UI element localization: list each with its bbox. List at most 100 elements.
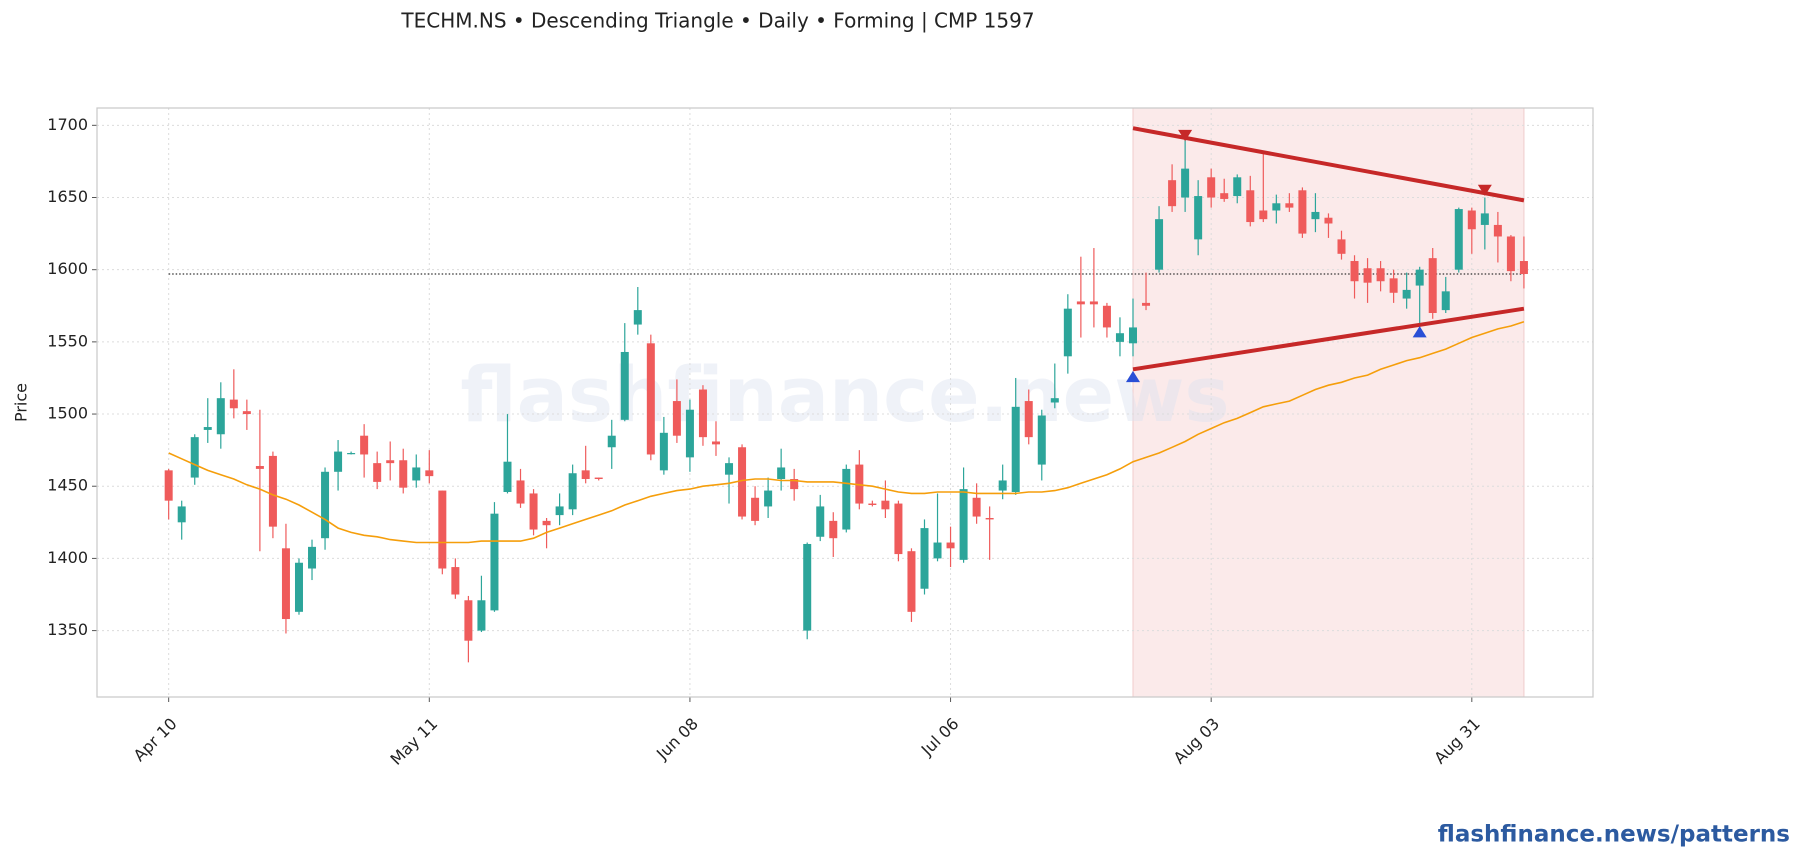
candle-body: [1246, 190, 1255, 223]
candle-body: [177, 506, 186, 523]
candle-body: [412, 467, 421, 481]
y-tick-label: 1700: [47, 115, 88, 134]
candle-body: [321, 471, 330, 539]
footer-link: flashfinance.news/patterns: [1438, 822, 1790, 848]
candle-body: [203, 427, 212, 430]
y-tick-label: 1400: [47, 548, 88, 567]
candle-body: [503, 461, 512, 493]
candle-body: [438, 490, 447, 569]
candle-body: [308, 546, 317, 569]
candle-body: [738, 447, 747, 517]
candle-body: [477, 600, 486, 631]
candle-body: [1168, 180, 1177, 207]
candle-body: [659, 432, 668, 471]
x-tick-label: Apr 10: [130, 714, 181, 765]
candle-body: [242, 411, 251, 415]
candle-body: [1128, 327, 1137, 344]
candle-body: [633, 310, 642, 325]
trend-line: [1132, 306, 1525, 372]
candle-body: [972, 497, 981, 517]
y-tick-label: 1550: [47, 331, 88, 350]
candle-body: [268, 455, 277, 527]
trend-line: [1132, 126, 1525, 203]
candle-body: [751, 497, 760, 521]
candle-body: [711, 441, 720, 445]
candle-body: [229, 399, 238, 409]
candle-body: [829, 520, 838, 539]
candle-body: [529, 493, 538, 530]
candle-body: [1115, 333, 1124, 342]
candle-body: [1493, 224, 1502, 237]
candle-body: [542, 520, 551, 526]
candle-body: [1428, 258, 1437, 313]
candle-body: [1454, 209, 1463, 270]
candle-body: [594, 477, 603, 480]
candle-body: [764, 490, 773, 507]
y-tick-label: 1450: [47, 476, 88, 495]
candle-body: [216, 398, 225, 435]
candle-body: [1363, 268, 1372, 283]
swing-low-marker: [1125, 370, 1140, 383]
candle-body: [1050, 398, 1059, 403]
candle-body: [790, 479, 799, 490]
candle-body: [907, 551, 916, 612]
candle-body: [1220, 193, 1229, 199]
candle-body: [607, 435, 616, 448]
candle-body: [1102, 305, 1111, 328]
candle-body: [816, 506, 825, 537]
candle-body: [620, 351, 629, 420]
candle-body: [1350, 261, 1359, 282]
candle-body: [725, 463, 734, 475]
candle-body: [698, 389, 707, 438]
candle-body: [555, 506, 564, 516]
candle-body: [1259, 210, 1268, 220]
candle-body: [894, 503, 903, 555]
candle-body: [1467, 210, 1476, 230]
candle-body: [1037, 415, 1046, 465]
candle-body: [946, 542, 955, 549]
candle-body: [464, 600, 473, 641]
candle-body: [1063, 308, 1072, 357]
candle-body: [1076, 301, 1085, 305]
candle-body: [334, 451, 343, 472]
x-tick-label: Aug 03: [1170, 714, 1224, 768]
candle-body: [868, 503, 877, 505]
candle-body: [347, 453, 356, 455]
candle-body: [842, 468, 851, 530]
y-axis-label: Price: [12, 383, 31, 422]
chart-title: TECHM.NS • Descending Triangle • Daily •…: [400, 9, 1034, 33]
x-tick-label: May 11: [386, 714, 441, 769]
swing-high-marker: [1477, 184, 1492, 196]
swing-high-marker: [1178, 129, 1193, 142]
y-tick-label: 1650: [47, 187, 88, 206]
x-tick-label: Jul 06: [917, 714, 963, 760]
candle-body: [164, 470, 173, 501]
candle-body: [1480, 213, 1489, 225]
moving-average: [168, 320, 1525, 544]
candle-body: [1142, 302, 1151, 306]
candle-body: [1194, 196, 1203, 240]
candle-body: [1181, 168, 1190, 198]
candle-body: [568, 473, 577, 510]
candle-body: [373, 463, 382, 482]
candle-body: [1402, 289, 1411, 299]
candle-body: [581, 470, 590, 480]
x-tick-label: Aug 31: [1430, 714, 1484, 768]
candle-body: [1285, 203, 1294, 208]
candle-body: [360, 435, 369, 455]
candle-body: [1298, 190, 1307, 234]
candle-body: [451, 567, 460, 595]
candle-body: [294, 562, 303, 612]
candle-body: [490, 513, 499, 611]
candle-body: [1506, 236, 1515, 272]
candle-body: [1519, 261, 1528, 275]
candle-body: [1415, 269, 1424, 286]
candle-body: [881, 500, 890, 510]
candle-body: [920, 528, 929, 589]
y-tick-label: 1500: [47, 404, 88, 423]
candle-body: [255, 466, 264, 469]
candle-body: [803, 543, 812, 631]
candle-body: [1441, 291, 1450, 311]
candle-body: [1272, 203, 1281, 211]
candle-body: [1337, 239, 1346, 254]
